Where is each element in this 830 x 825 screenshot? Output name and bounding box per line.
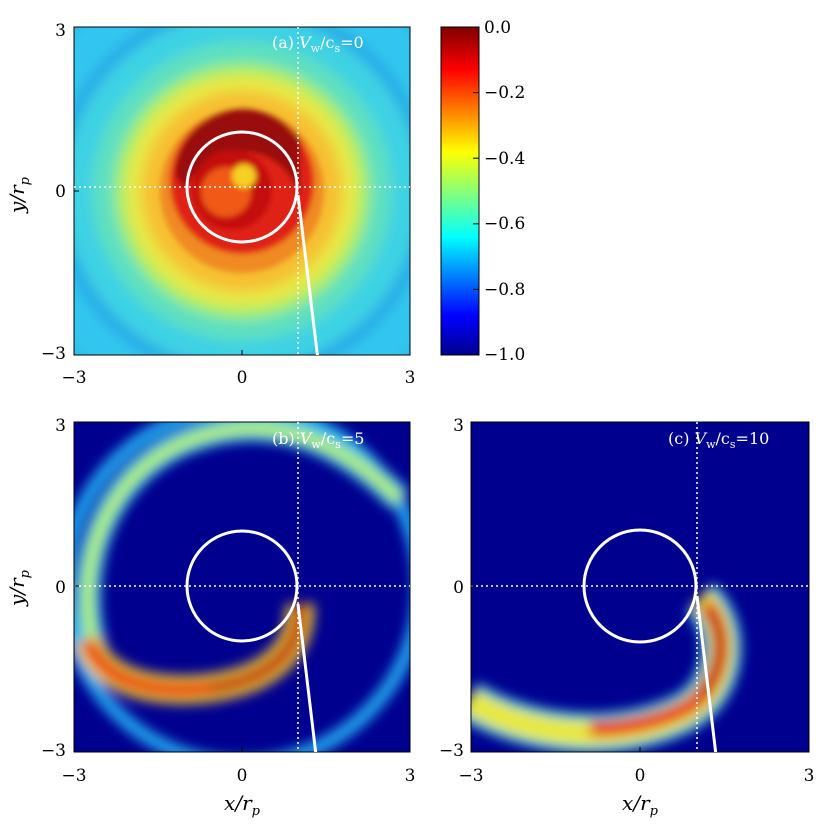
colorbar-tick-label: −0.6 xyxy=(484,214,525,234)
y-tick-label: 3 xyxy=(55,21,66,41)
colorbar-tick-label: −0.2 xyxy=(484,83,525,103)
x-axis-label: x/rp xyxy=(224,791,261,819)
y-tick-label: 0 xyxy=(55,578,66,598)
colorbar-tick-label: 0.0 xyxy=(484,18,511,38)
panel-b-axis-ticks xyxy=(73,421,411,753)
panel-b: (b) Vw/cs=5 −3 0 3 3 0 −3 y/rp x/rp xyxy=(5,416,416,819)
y-tick-label: −3 xyxy=(41,344,66,364)
panel-a-orbit-overlay xyxy=(185,130,319,355)
x-tick-label: 0 xyxy=(635,766,646,786)
panel-a-label: (a) Vw/cs=0 xyxy=(272,33,364,55)
y-tick-label: −3 xyxy=(439,741,464,761)
panel-a: (a) Vw/cs=0 −3 0 3 3 0 −3 y/rp xyxy=(5,21,416,388)
x-tick-label: 3 xyxy=(405,766,416,786)
x-tick-label: 3 xyxy=(804,766,815,786)
x-tick-label: −3 xyxy=(458,766,483,786)
x-tick-label: −3 xyxy=(61,368,86,388)
panel-c-axis-ticks xyxy=(470,421,810,753)
panel-b-label: (b) Vw/cs=5 xyxy=(272,429,364,451)
panel-c-orbit-overlay xyxy=(582,528,718,752)
panel-c: (c) Vw/cs=10 −3 0 3 3 0 −3 x/rp xyxy=(439,416,814,819)
panel-a-axis-ticks xyxy=(73,26,411,356)
colorbar-tick-label: −1.0 xyxy=(484,345,525,365)
panel-b-heatmap xyxy=(74,422,410,752)
colorbar-gradient xyxy=(440,26,480,356)
x-tick-label: 0 xyxy=(237,368,248,388)
colorbar-tick-label: −0.4 xyxy=(484,149,525,169)
colorbar-tick-label: −0.8 xyxy=(484,280,525,300)
panel-c-heatmap xyxy=(471,422,809,752)
x-tick-label: 0 xyxy=(237,766,248,786)
y-tick-label: 0 xyxy=(453,578,464,598)
colorbar: 0.0 −0.2 −0.4 −0.6 −0.8 −1.0 xyxy=(440,18,525,365)
panel-c-label: (c) Vw/cs=10 xyxy=(668,429,769,451)
panel-a-heatmap xyxy=(74,27,410,355)
y-tick-label: 3 xyxy=(453,416,464,436)
panel-a-dotted-lines xyxy=(74,27,410,355)
y-axis-label: y/rp xyxy=(5,176,33,214)
x-tick-label: 3 xyxy=(405,368,416,388)
panel-b-orbit-overlay xyxy=(185,529,318,752)
y-tick-label: −3 xyxy=(41,741,66,761)
y-tick-label: 3 xyxy=(55,416,66,436)
y-axis-label: y/rp xyxy=(5,569,33,607)
x-tick-label: −3 xyxy=(61,766,86,786)
x-axis-label: x/rp xyxy=(622,791,659,819)
y-tick-label: 0 xyxy=(55,182,66,202)
